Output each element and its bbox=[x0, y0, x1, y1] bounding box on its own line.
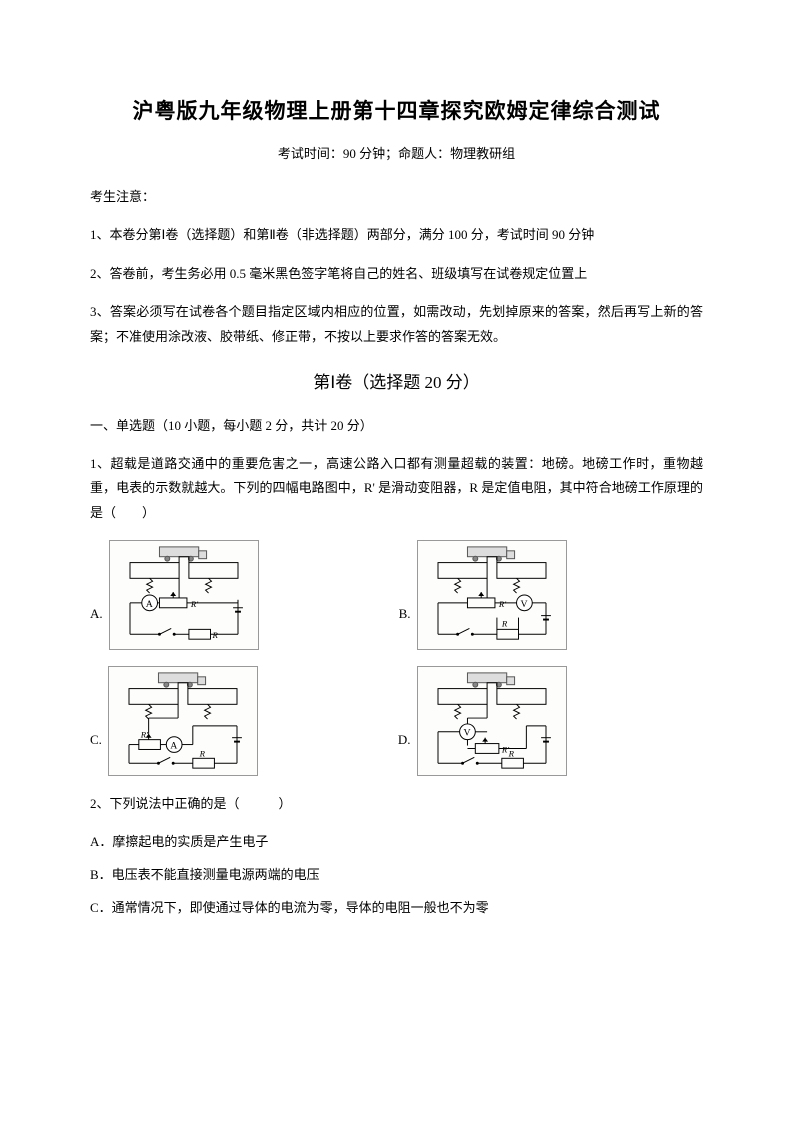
q1-option-B: B. R' V bbox=[399, 540, 567, 650]
option-label-B: B. bbox=[399, 606, 411, 650]
circuit-diagram-B: R' V R bbox=[417, 540, 567, 650]
section-1-title: 第Ⅰ卷（选择题 20 分） bbox=[90, 368, 703, 393]
part1-header: 一、单选题（10 小题，每小题 2 分，共计 20 分） bbox=[90, 415, 703, 434]
notice-header: 考生注意： bbox=[90, 186, 703, 205]
circuit-diagram-C: R' A R bbox=[108, 666, 258, 776]
svg-text:A: A bbox=[170, 740, 177, 751]
q1-options-row-2: C. R' A bbox=[90, 666, 703, 776]
document-subtitle: 考试时间：90 分钟；命题人：物理教研组 bbox=[90, 143, 703, 162]
q2-option-B: B．电压表不能直接测量电源两端的电压 bbox=[90, 864, 703, 883]
svg-text:R': R' bbox=[497, 599, 506, 609]
notice-item-2: 2、答卷前，考生务必用 0.5 毫米黑色签字笔将自己的姓名、班级填写在试卷规定位… bbox=[90, 262, 703, 287]
option-label-A: A. bbox=[90, 606, 103, 650]
svg-text:R': R' bbox=[140, 730, 149, 740]
q1-option-C: C. R' A bbox=[90, 666, 258, 776]
q2-option-C: C．通常情况下，即使通过导体的电流为零，导体的电阻一般也不为零 bbox=[90, 897, 703, 916]
svg-text:R': R' bbox=[190, 599, 199, 609]
svg-text:R: R bbox=[211, 630, 218, 640]
q1-options-row-1: A. bbox=[90, 540, 703, 650]
svg-text:R: R bbox=[199, 748, 206, 758]
question-1-text: 1、超载是道路交通中的重要危害之一，高速公路入口都有测量超载的装置：地磅。地磅工… bbox=[90, 452, 703, 526]
question-2-text: 2、下列说法中正确的是（ ） bbox=[90, 792, 703, 817]
option-label-D: D. bbox=[398, 732, 411, 776]
q2-option-A: A．摩擦起电的实质是产生电子 bbox=[90, 831, 703, 850]
notice-item-3: 3、答案必须写在试卷各个题目指定区域内相应的位置，如需改动，先划掉原来的答案，然… bbox=[90, 300, 703, 349]
option-label-C: C. bbox=[90, 732, 102, 776]
svg-text:V: V bbox=[463, 728, 470, 739]
circuit-diagram-D: V R' R bbox=[417, 666, 567, 776]
svg-text:A: A bbox=[145, 599, 152, 610]
svg-text:R: R bbox=[507, 748, 514, 758]
q1-option-D: D. V bbox=[398, 666, 567, 776]
circuit-diagram-A: R' A R bbox=[109, 540, 259, 650]
document-title: 沪粤版九年级物理上册第十四章探究欧姆定律综合测试 bbox=[90, 95, 703, 125]
svg-text:V: V bbox=[520, 599, 527, 610]
notice-item-1: 1、本卷分第Ⅰ卷（选择题）和第Ⅱ卷（非选择题）两部分，满分 100 分，考试时间… bbox=[90, 223, 703, 248]
svg-text:R: R bbox=[500, 618, 507, 628]
q1-option-A: A. bbox=[90, 540, 259, 650]
